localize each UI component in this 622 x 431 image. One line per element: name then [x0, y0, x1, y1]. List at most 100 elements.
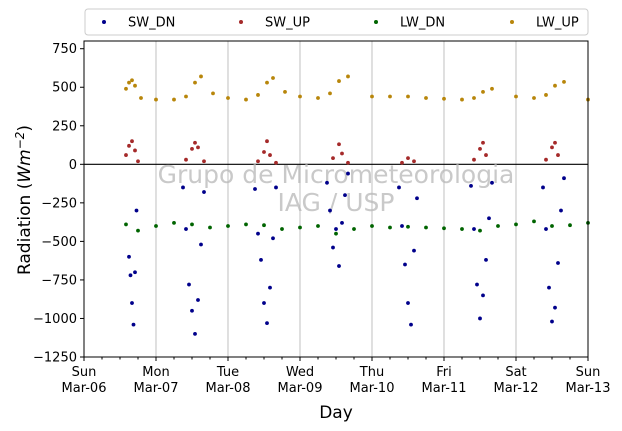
series-sw-up [124, 139, 560, 165]
data-point [130, 301, 134, 305]
legend-marker [510, 20, 514, 24]
data-point [136, 159, 140, 164]
data-point [265, 321, 269, 325]
x-tick-label-date: Mar-08 [206, 381, 251, 396]
data-point [262, 150, 266, 154]
data-point [340, 151, 344, 156]
data-point [253, 187, 257, 191]
data-point [553, 305, 557, 310]
data-point [274, 185, 278, 190]
data-point [331, 156, 335, 161]
data-point [280, 227, 284, 231]
watermark-line-1: Grupo de Micrometeorologia [158, 160, 515, 189]
data-point [484, 257, 488, 262]
x-tick-label-day: Thu [359, 365, 384, 380]
data-point [412, 248, 416, 253]
watermark: Grupo de Micrometeorologia IAG / USP [158, 160, 515, 217]
data-point [202, 159, 206, 164]
y-axis-title-prefix: Radiation ( [15, 183, 35, 275]
x-tick-label-day: Wed [286, 365, 314, 380]
data-point [568, 223, 572, 228]
data-point [514, 94, 518, 99]
data-point [532, 219, 536, 224]
data-point [256, 93, 260, 97]
data-point [487, 216, 491, 221]
y-axis-title-unit: Wm [15, 149, 35, 182]
data-point [262, 301, 266, 305]
legend-marker [239, 20, 243, 24]
plot-area [84, 41, 588, 357]
data-point [406, 156, 410, 161]
data-point [196, 145, 200, 150]
y-tick-label: −750 [41, 273, 77, 288]
x-tick-label-day: Mon [142, 365, 169, 380]
data-point [400, 160, 404, 165]
data-point [478, 147, 482, 151]
data-point [334, 231, 338, 236]
data-point [472, 157, 476, 162]
data-point [128, 273, 133, 278]
data-point [259, 257, 263, 262]
data-point [124, 153, 128, 157]
data-point [550, 224, 554, 228]
data-point [181, 185, 185, 190]
data-point [481, 89, 485, 94]
data-point [406, 301, 410, 305]
vertical-grid [155, 41, 517, 357]
data-point [283, 89, 287, 94]
data-point [490, 180, 494, 185]
data-point [154, 97, 158, 102]
data-point [346, 74, 350, 79]
y-axis-title-exponent: −2 [13, 132, 27, 150]
data-point [472, 96, 476, 100]
data-point [550, 145, 554, 150]
data-point [337, 79, 341, 83]
data-point [271, 236, 275, 241]
data-point [406, 224, 410, 229]
data-point [541, 185, 545, 190]
data-point [265, 80, 269, 85]
data-point [388, 94, 392, 99]
data-point [208, 225, 212, 230]
data-point [412, 159, 416, 164]
data-point [328, 91, 332, 96]
y-axis-title: Radiation (Wm−2) [13, 125, 35, 275]
x-tick-label-day: Sun [72, 365, 97, 380]
y-tick-label: 0 [69, 158, 77, 173]
data-point [133, 148, 137, 153]
data-point [460, 227, 464, 231]
x-tick-label-date: Mar-11 [422, 381, 467, 396]
x-axis-title: Day [319, 403, 353, 423]
series-lw-dn [124, 219, 590, 236]
plot-background [84, 41, 588, 357]
data-point [256, 159, 260, 164]
data-point [226, 96, 230, 100]
legend-label: SW_UP [265, 16, 310, 31]
data-point [127, 80, 131, 85]
data-point [544, 93, 548, 97]
legend-label: SW_DN [128, 16, 175, 31]
data-point [133, 83, 137, 88]
series-layer [124, 74, 590, 336]
y-tick-label: −250 [41, 196, 77, 211]
data-point [424, 96, 428, 100]
data-point [460, 97, 464, 102]
data-point [130, 139, 134, 144]
data-point [403, 262, 407, 267]
data-point [265, 139, 269, 144]
data-point [346, 160, 350, 165]
series-lw-up [124, 74, 590, 102]
data-point [352, 227, 356, 231]
y-tick-label: −500 [41, 235, 77, 250]
legend-label: LW_UP [536, 16, 579, 31]
x-tick-label-date: Mar-07 [134, 381, 179, 396]
data-point [184, 157, 188, 162]
data-point [406, 94, 410, 99]
y-axis-title-suffix: ) [15, 125, 35, 132]
data-point [415, 196, 419, 201]
data-point [553, 83, 557, 88]
data-point [553, 140, 557, 145]
y-tick-label: 750 [52, 42, 77, 57]
data-point [532, 96, 536, 100]
data-point [490, 86, 494, 91]
